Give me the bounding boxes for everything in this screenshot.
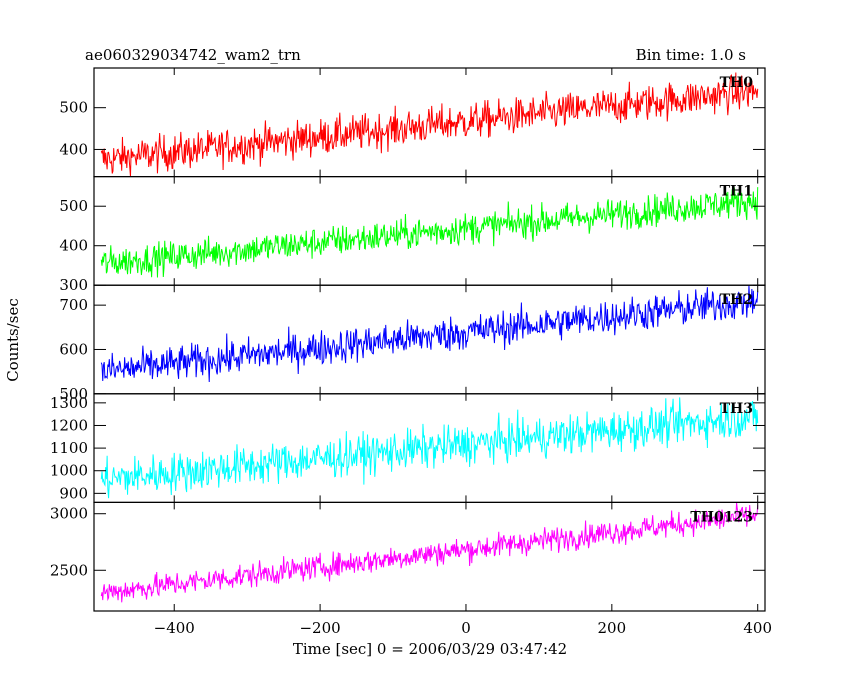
- series-line-th1: [100, 187, 759, 278]
- series-line-th3: [100, 397, 759, 499]
- y-tick-label: 600: [59, 340, 88, 358]
- x-tick-label: −200: [299, 619, 340, 637]
- y-tick-label: 2500: [50, 561, 88, 579]
- series-line-th2: [100, 285, 759, 382]
- y-tick-label: 1100: [50, 439, 88, 457]
- panel-th0123: 2500 3000 TH0123: [50, 501, 766, 612]
- panel-frame: [93, 501, 766, 612]
- x-tick-label: 200: [598, 619, 627, 637]
- panel-th1: 300 400 500 TH1: [59, 176, 766, 294]
- chart-title: ae060329034742_wam2_trn: [85, 46, 301, 64]
- y-tick-label: 400: [59, 140, 88, 158]
- panel-th0: 400 500 TH0: [59, 67, 766, 178]
- bin-time-label: Bin time: 1.0 s: [636, 46, 746, 64]
- x-axis-label: Time [sec] 0 = 2006/03/29 03:47:42: [293, 640, 567, 658]
- series-line-th0: [100, 72, 759, 177]
- y-tick-label: 1200: [50, 416, 88, 434]
- y-tick-label: 700: [59, 296, 88, 314]
- y-tick-label: 900: [59, 484, 88, 502]
- x-tick-label: 0: [461, 619, 471, 637]
- x-tick-label: −400: [154, 619, 195, 637]
- series-label-th3: TH3: [720, 401, 753, 417]
- y-tick-label: 400: [59, 237, 88, 255]
- x-tick-label: 400: [743, 619, 772, 637]
- y-tick-label: 500: [59, 99, 88, 117]
- y-tick-label: 1000: [50, 462, 88, 480]
- panel-th2: 500 600 700 TH2: [59, 284, 766, 403]
- y-tick-label: 500: [59, 385, 88, 403]
- panels-group: 400 500 TH0 300 400 500 TH1 500 600 700 TH2 900 1000…: [50, 67, 772, 637]
- y-tick-label: 500: [59, 197, 88, 215]
- y-tick-label: 1300: [50, 394, 88, 412]
- series-label-th0123: TH0123: [690, 509, 753, 525]
- series-label-th0: TH0: [720, 75, 754, 91]
- series-label-th1: TH1: [720, 184, 753, 200]
- series-line-th0123: [100, 502, 759, 603]
- y-tick-label: 300: [59, 276, 88, 294]
- panel-th3: 900 1000 1100 1200 1300 TH3: [50, 393, 766, 503]
- y-tick-label: 3000: [50, 505, 88, 523]
- series-label-th2: TH2: [720, 292, 753, 308]
- y-axis-label: Counts/sec: [4, 298, 22, 382]
